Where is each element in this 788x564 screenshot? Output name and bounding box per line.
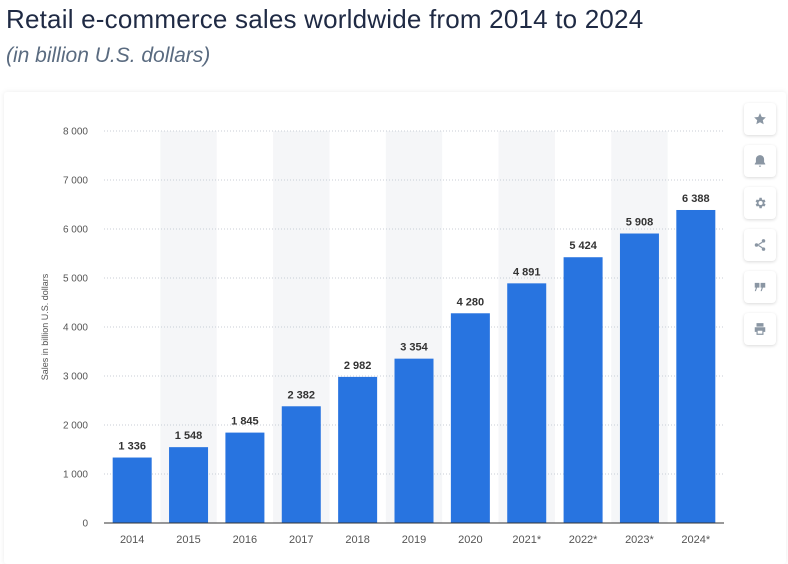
y-tick-label: 4 000 — [63, 323, 88, 334]
value-label: 3 354 — [400, 342, 428, 354]
x-tick-label: 2021* — [512, 534, 541, 546]
bell-icon — [754, 155, 766, 167]
bar-2017 — [281, 406, 321, 523]
bar-2019 — [394, 358, 434, 523]
bar-2020 — [450, 313, 490, 523]
y-tick-label: 5 000 — [63, 274, 88, 285]
value-label: 2 382 — [288, 389, 316, 401]
x-axis-ticks: 2014 2015 2016 2017 2018 2019 2020 2021* 2022* 20… — [120, 534, 711, 546]
settings-button[interactable] — [744, 187, 776, 219]
x-tick-label: 2024* — [681, 534, 710, 546]
y-tick-label: 8 000 — [63, 127, 88, 138]
bars — [112, 209, 716, 523]
gear-icon — [755, 197, 766, 209]
y-tick-label: 7 000 — [63, 176, 88, 187]
y-axis-ticks: 0 1 000 2 000 3 000 4 000 5 000 6 000 7 000 8 00… — [63, 127, 88, 530]
value-label: 4 280 — [457, 296, 485, 308]
favorite-button[interactable] — [744, 103, 776, 135]
value-label: 1 548 — [175, 430, 203, 442]
y-axis-label: Sales in billion U.S. dollars — [40, 273, 50, 380]
chart-card: 0 1 000 2 000 3 000 4 000 5 000 6 000 7 000 8 00… — [4, 92, 786, 564]
print-icon — [754, 323, 766, 335]
bar-2018 — [338, 376, 378, 523]
bar-2021-projected — [507, 283, 547, 523]
x-tick-label: 2015 — [176, 534, 200, 546]
bar-2014 — [112, 457, 152, 523]
y-tick-label: 1 000 — [63, 470, 88, 481]
value-label: 6 388 — [682, 193, 710, 205]
value-label: 1 336 — [118, 441, 146, 453]
y-tick-label: 3 000 — [63, 372, 88, 383]
y-tick-label: 0 — [82, 519, 88, 530]
quote-icon — [754, 282, 766, 292]
bar-2023-projected — [619, 233, 659, 523]
bar-2015 — [169, 447, 209, 523]
x-tick-label: 2016 — [233, 534, 257, 546]
x-tick-label: 2020 — [458, 534, 482, 546]
value-label: 2 982 — [344, 360, 372, 372]
y-tick-label: 6 000 — [63, 225, 88, 236]
x-tick-label: 2022* — [569, 534, 598, 546]
share-button[interactable] — [744, 229, 776, 261]
bar-chart: 0 1 000 2 000 3 000 4 000 5 000 6 000 7 000 8 00… — [40, 127, 724, 546]
x-tick-label: 2023* — [625, 534, 654, 546]
x-tick-label: 2014 — [120, 534, 144, 546]
print-button[interactable] — [744, 313, 776, 345]
bar-2022-projected — [563, 257, 603, 523]
chart-title: Retail e-commerce sales worldwide from 2… — [6, 4, 644, 34]
y-tick-label: 2 000 — [63, 421, 88, 432]
value-label: 4 891 — [513, 266, 541, 278]
value-label: 5 908 — [626, 217, 654, 229]
star-icon — [754, 113, 766, 125]
bar-2016 — [225, 432, 265, 523]
x-tick-label: 2018 — [345, 534, 369, 546]
bar-2024-projected — [676, 209, 716, 523]
cite-button[interactable] — [744, 271, 776, 303]
value-label: 5 424 — [569, 240, 597, 252]
x-tick-label: 2019 — [402, 534, 426, 546]
x-tick-label: 2017 — [289, 534, 313, 546]
share-icon — [754, 239, 766, 251]
notification-button[interactable] — [744, 145, 776, 177]
value-labels: 1 336 1 548 1 845 2 382 2 982 3 354 4 280 4 891… — [118, 193, 709, 453]
chart-toolbar — [744, 103, 776, 355]
chart-subtitle: (in billion U.S. dollars) — [6, 44, 211, 67]
value-label: 1 845 — [231, 416, 259, 428]
